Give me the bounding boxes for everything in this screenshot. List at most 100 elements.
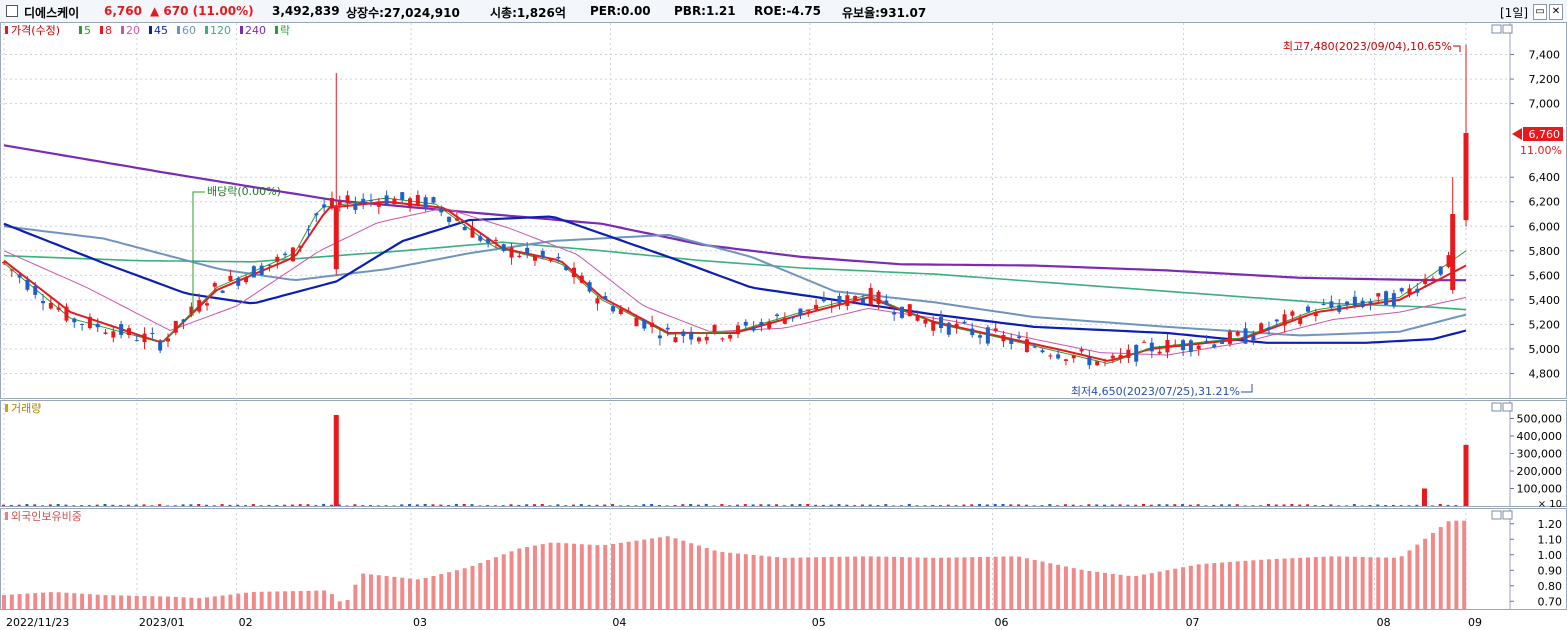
foreign-bar xyxy=(501,554,506,609)
candle-body xyxy=(1126,349,1131,358)
volume-bar xyxy=(415,504,419,506)
candle-body xyxy=(1102,360,1107,362)
volume-bar xyxy=(1298,504,1302,506)
restore-icon[interactable]: ▭ xyxy=(1533,4,1547,20)
candle-body xyxy=(361,198,366,204)
volume-tick-label: 300,000 xyxy=(1517,448,1563,461)
foreign-bar xyxy=(1118,574,1123,609)
foreign-tick-label: 0.70 xyxy=(1538,595,1563,608)
volume-bar xyxy=(1220,504,1224,506)
volume-bar xyxy=(1032,505,1036,506)
foreign-bar xyxy=(1102,572,1107,609)
volume-bar xyxy=(626,505,630,506)
candle-body xyxy=(212,283,217,287)
price-tick-label: 5,800 xyxy=(1529,245,1561,258)
volume-bar xyxy=(134,504,138,506)
candle-body xyxy=(353,203,358,210)
per-value: PER:0.00 xyxy=(590,4,651,18)
candle-body xyxy=(392,198,397,205)
volume-bar xyxy=(314,505,318,506)
foreign-bar xyxy=(642,539,647,609)
volume-bar xyxy=(392,505,396,506)
select-checkbox[interactable] xyxy=(6,5,18,17)
panel-minimize-icon xyxy=(1491,402,1502,412)
ma-line-240 xyxy=(3,144,1466,282)
foreign-bar xyxy=(931,557,936,609)
foreign-bar xyxy=(1173,568,1178,609)
period-label[interactable]: [1일] xyxy=(1500,6,1529,20)
market-cap: 시총:1,826억 xyxy=(490,6,566,20)
foreign-bar xyxy=(1181,567,1186,609)
volume-bar xyxy=(17,504,21,506)
foreign-bar xyxy=(134,595,139,609)
foreign-bar xyxy=(220,595,225,609)
foreign-bar xyxy=(1368,557,1373,609)
candle-body xyxy=(915,314,920,321)
volume-bar xyxy=(1118,504,1122,506)
close-icon[interactable]: ✕ xyxy=(1549,4,1563,20)
foreign-bar xyxy=(314,590,319,609)
candle-body xyxy=(1352,296,1357,306)
candle-body xyxy=(251,266,256,278)
candle-body xyxy=(704,336,709,341)
volume-bar xyxy=(923,505,927,506)
price-tick-label: 5,600 xyxy=(1529,269,1561,282)
panel-close-icon xyxy=(1502,24,1513,34)
dividend-annotation: 배당락(0.00%) xyxy=(207,185,281,198)
candle-body xyxy=(517,255,522,258)
legend-swatch-락 xyxy=(275,26,278,34)
candle-body xyxy=(33,286,38,295)
volume-bar xyxy=(587,504,591,506)
foreign-title: 외국인보유비중 xyxy=(11,510,82,523)
foreign-bar xyxy=(478,562,483,609)
foreign-bar xyxy=(462,568,467,609)
volume-bar xyxy=(1079,505,1083,506)
foreign-bar xyxy=(689,543,694,609)
candle-body xyxy=(923,319,928,324)
volume-bar xyxy=(1157,504,1161,506)
foreign-bar xyxy=(595,545,600,609)
candle-body xyxy=(696,337,701,342)
x-tick-label: 09 xyxy=(1468,616,1482,629)
foreign-bar xyxy=(1454,520,1459,609)
foreign-bar xyxy=(298,590,303,609)
foreign-bar xyxy=(611,543,616,609)
volume-bar xyxy=(798,504,802,506)
foreign-bar xyxy=(665,536,670,609)
candle-body xyxy=(899,306,904,318)
candle-body xyxy=(1368,301,1373,304)
volume-bar xyxy=(1009,504,1013,506)
volume-bar xyxy=(650,503,654,506)
volume-bar xyxy=(517,504,521,506)
ma-line-120 xyxy=(3,241,1467,311)
candle-body xyxy=(1009,339,1014,344)
volume-bar xyxy=(525,504,529,506)
volume-bar xyxy=(1329,504,1333,506)
price-tick-label: 6,200 xyxy=(1529,196,1561,209)
volume-bar xyxy=(275,505,279,506)
volume-tick-label: 400,000 xyxy=(1517,430,1563,443)
candle-body xyxy=(1438,266,1443,275)
volume-bar xyxy=(1095,504,1099,506)
stock-chart[interactable]: 4,800 5,000 5,200 5,400 5,600 5,800 6,000 6,200… xyxy=(0,22,1567,630)
volume-bar xyxy=(1352,504,1356,506)
legend-swatch-20 xyxy=(121,26,124,34)
volume-bar xyxy=(775,504,779,506)
foreign-bar xyxy=(431,576,436,609)
candle-body xyxy=(275,256,280,262)
volume-tick-label: 200,000 xyxy=(1517,465,1563,478)
volume-bar xyxy=(353,504,357,506)
foreign-bar xyxy=(798,557,803,609)
candle-body xyxy=(501,244,506,251)
legend-swatch-8 xyxy=(100,26,103,34)
foreign-bar xyxy=(306,590,311,609)
candle-body xyxy=(470,227,475,238)
volume-bar xyxy=(712,505,716,506)
candle-body xyxy=(150,332,155,335)
candle-body xyxy=(48,302,53,309)
legend-label-락: 락 xyxy=(280,24,290,37)
volume-bar xyxy=(72,505,76,506)
volume-bar xyxy=(1204,505,1208,506)
foreign-bar xyxy=(1399,556,1404,609)
candle-body xyxy=(689,331,694,340)
